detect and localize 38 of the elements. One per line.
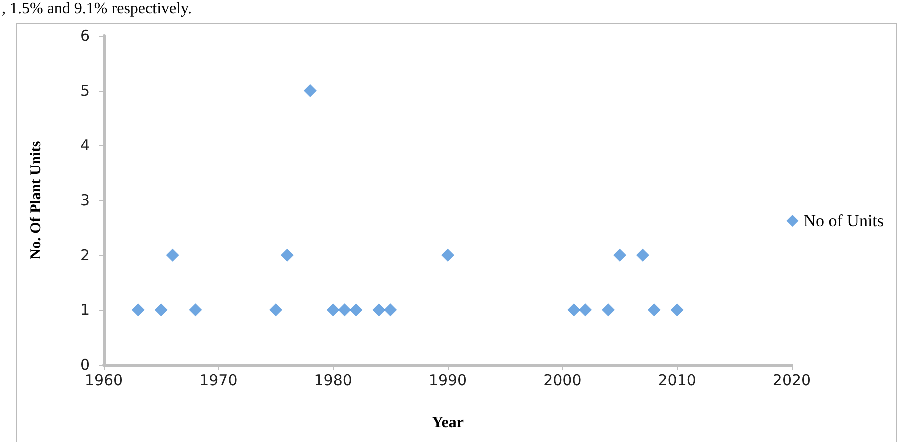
point	[338, 304, 352, 317]
point	[568, 304, 581, 317]
point	[384, 304, 398, 317]
point	[648, 304, 661, 317]
point	[189, 304, 202, 317]
text: , 1.5% and 9.1% respectively.	[2, 0, 192, 18]
point	[442, 248, 454, 262]
point	[614, 248, 626, 262]
y-axis-title: No. Of Plant Units	[28, 141, 44, 260]
y-tick-label: 6	[80, 27, 90, 45]
x-axis-title: Year	[432, 414, 464, 432]
x-tick-label: 1960	[84, 372, 124, 390]
y-tick-label: 4	[80, 136, 90, 155]
y-tick-label: 0	[80, 356, 90, 374]
point	[636, 248, 650, 262]
x-tick-label: 2010	[658, 372, 696, 390]
point	[670, 304, 684, 317]
point	[579, 304, 592, 317]
x-tick-label: 2020	[772, 372, 812, 390]
y-tick-label: 5	[80, 82, 90, 100]
x-tick-label: 1990	[428, 372, 468, 390]
y-tick-label: 1	[80, 301, 90, 320]
point	[602, 304, 616, 317]
point	[154, 304, 168, 317]
point	[280, 248, 294, 262]
y-tick-label: 2	[80, 246, 90, 264]
point	[350, 304, 363, 317]
point	[270, 304, 282, 317]
x-tick-label: 1980	[314, 372, 352, 390]
point	[326, 304, 340, 317]
legend-label: No of Units	[804, 212, 884, 230]
x-tick-label: 1970	[200, 372, 238, 390]
point	[304, 84, 317, 98]
y-tick-label: 3	[80, 192, 90, 210]
point	[132, 304, 145, 317]
x-tick-label: 2000	[544, 372, 582, 390]
point	[372, 304, 386, 317]
point	[166, 248, 180, 262]
